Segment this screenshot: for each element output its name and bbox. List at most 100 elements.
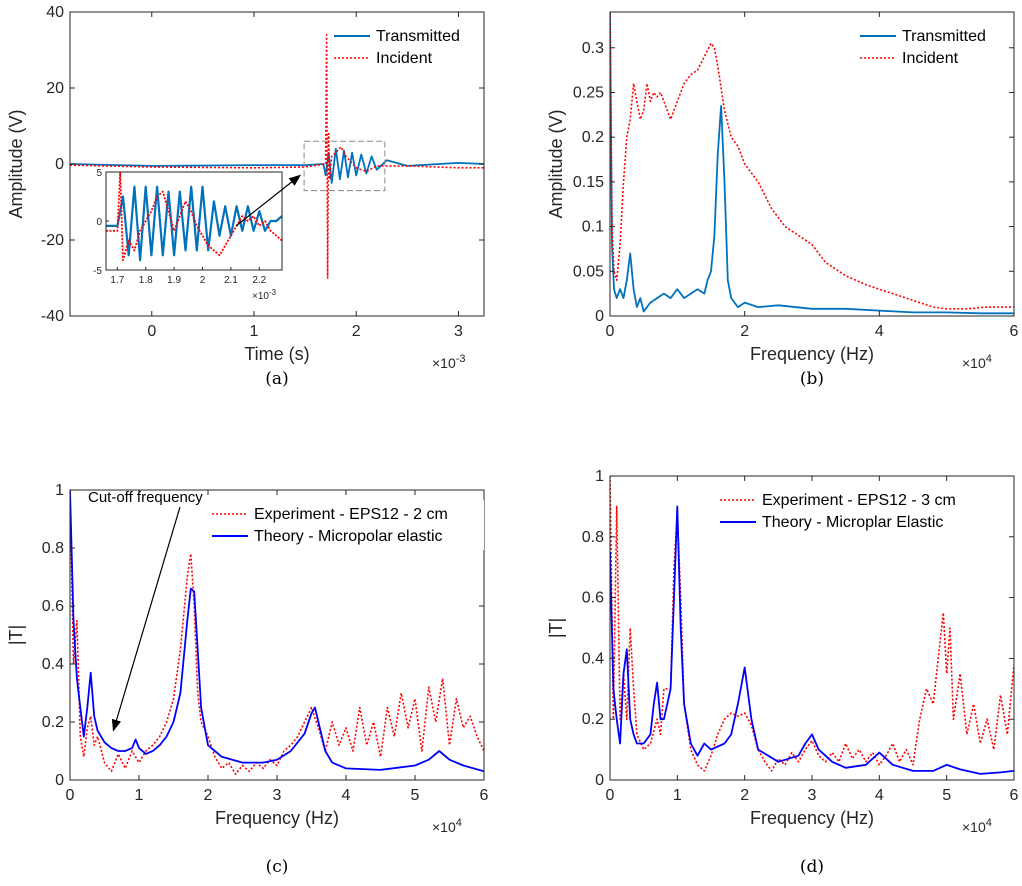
- x-tick-label: 0: [147, 323, 156, 340]
- y-tick-label: 0.25: [573, 84, 604, 101]
- x-tick-label: 1: [673, 787, 682, 804]
- y-tick-label: -20: [41, 232, 64, 249]
- x-tick-label: 5: [942, 787, 951, 804]
- inset-x-multiplier: ×10-3: [252, 288, 277, 302]
- inset-y-tick-label: 5: [96, 168, 102, 179]
- x-tick-label: 0: [66, 787, 75, 804]
- x-tick-label: 1: [250, 323, 259, 340]
- y-tick-label: 0.05: [573, 263, 604, 280]
- legend-box: [330, 22, 478, 72]
- x-tick-label: 5: [411, 787, 420, 804]
- inset-series-group: [106, 172, 282, 262]
- legend: Experiment - EPS12 - 2 cm Theory - Microp…: [208, 500, 484, 550]
- legend-box: [856, 22, 1006, 72]
- inset-series-line: [106, 185, 282, 262]
- y-axis-label: |T|: [546, 618, 566, 638]
- inset-x-tick-label: 2.2: [252, 275, 266, 286]
- x-tick-label: 0: [606, 323, 615, 340]
- axes-box: [609, 11, 1015, 317]
- y-tick-label: 0.4: [42, 656, 64, 673]
- x-tick-label: 2: [352, 323, 361, 340]
- inset-y-tick-label: 0: [96, 217, 102, 228]
- series-line-incident: [610, 12, 1014, 310]
- y-tick-label: 40: [46, 4, 64, 21]
- legend-entry: Theory - Micropolar elastic: [254, 528, 443, 545]
- legend: Transmitted Incident: [856, 22, 1006, 72]
- x-tick-label: 6: [1010, 323, 1019, 340]
- legend: Experiment - EPS12 - 3 cm Theory - Microp…: [716, 486, 1012, 536]
- y-tick-label: 0.3: [582, 40, 604, 57]
- x-tick-label: 2: [204, 787, 213, 804]
- y-tick-label: 0: [595, 308, 604, 325]
- y-axis-label: Amplitude (V): [6, 109, 26, 218]
- y-axis-label: |T|: [6, 625, 26, 645]
- y-tick-label: 0.6: [582, 590, 604, 607]
- x-axis-label: Frequency (Hz): [750, 808, 874, 828]
- y-tick-label: 0.2: [42, 714, 64, 731]
- x-tick-label: 4: [875, 323, 884, 340]
- x-multiplier-label: ×104: [432, 817, 462, 835]
- x-tick-label: 4: [342, 787, 351, 804]
- series-line-theory-micropolar-elastic: [70, 490, 484, 773]
- y-tick-label: 0.2: [582, 711, 604, 728]
- x-tick-label: 0: [606, 787, 615, 804]
- panel-caption: (b): [800, 369, 824, 389]
- series-group: [70, 490, 484, 775]
- panel-caption: (c): [266, 857, 289, 877]
- legend-entry: Transmitted: [902, 28, 986, 45]
- y-tick-label: 0: [55, 156, 64, 173]
- y-tick-label: 0.8: [42, 540, 64, 557]
- panel-caption: (a): [265, 369, 288, 389]
- y-tick-label: 20: [46, 80, 64, 97]
- inset-x-tick-label: 1.8: [139, 275, 153, 286]
- zoom-region-box: [303, 140, 386, 192]
- zoom-arrow: [235, 174, 302, 227]
- inset-x-tick-label: 1.9: [167, 275, 181, 286]
- inset-x-tick-label: 1.7: [110, 275, 124, 286]
- x-tick-label: 3: [273, 787, 282, 804]
- y-tick-label: -40: [41, 308, 64, 325]
- x-tick-label: 1: [135, 787, 144, 804]
- y-tick-label: 0.1: [582, 219, 604, 236]
- x-multiplier-label: ×104: [962, 353, 992, 371]
- series-line-transmitted: [70, 147, 484, 184]
- x-multiplier-label: ×104: [962, 817, 992, 835]
- inset-y-tick-label: -5: [93, 266, 102, 277]
- legend-entry: Incident: [902, 50, 959, 67]
- series-group: [610, 476, 1014, 775]
- y-tick-label: 0.6: [42, 598, 64, 615]
- series-line-theory-microplar-elastic: [610, 505, 1014, 775]
- y-tick-label: 1: [595, 468, 604, 485]
- legend-entry: Transmitted: [376, 28, 460, 45]
- y-tick-label: 1: [55, 482, 64, 499]
- panel-b: 0 2 4 6 0 0.05 0.1 0.15 0.2 0.25 0.3 Frequency (Hz)…: [546, 11, 1019, 389]
- x-tick-label: 2: [740, 323, 749, 340]
- inset-series-line: [106, 172, 282, 262]
- y-tick-label: 0.2: [582, 129, 604, 146]
- series-line-experiment-eps12-3-cm: [610, 476, 1014, 772]
- legend-box: [716, 486, 1012, 536]
- y-tick-label: 0: [55, 772, 64, 789]
- series-group: [610, 12, 1014, 315]
- x-tick-label: 6: [480, 787, 489, 804]
- x-axis-label: Time (s): [244, 344, 309, 364]
- cutoff-annotation-label: Cut-off frequency: [88, 489, 203, 506]
- x-tick-label: 3: [454, 323, 463, 340]
- panel-d: 0 1 2 3 4 5 6 0 0.2 0.4 0.6 0.8 1 Frequency (Hz) |T| ×1…: [546, 468, 1019, 877]
- legend-entry: Experiment - EPS12 - 2 cm: [254, 506, 448, 523]
- legend: Transmitted Incident: [330, 22, 478, 72]
- panel-c: 0 1 2 3 4 5 6 0 0.2 0.4 0.6 0.8 1 Frequency (Hz) |T| ×1…: [6, 482, 489, 877]
- y-axis-label: Amplitude (V): [546, 109, 566, 218]
- inset-axes: 1.7 1.8 1.9 2 2.1 2.2 -5 0 5 ×10-3: [93, 168, 283, 302]
- series-group: [70, 34, 484, 279]
- series-line-incident: [70, 34, 484, 279]
- x-tick-label: 4: [875, 787, 884, 804]
- x-multiplier-label: ×10-3: [432, 353, 466, 371]
- y-tick-label: 0: [595, 772, 604, 789]
- cutoff-annotation-arrow: [111, 506, 181, 732]
- inset-x-tick-label: 2: [200, 275, 206, 286]
- x-tick-label: 2: [740, 787, 749, 804]
- y-tick-label: 0.4: [582, 650, 604, 667]
